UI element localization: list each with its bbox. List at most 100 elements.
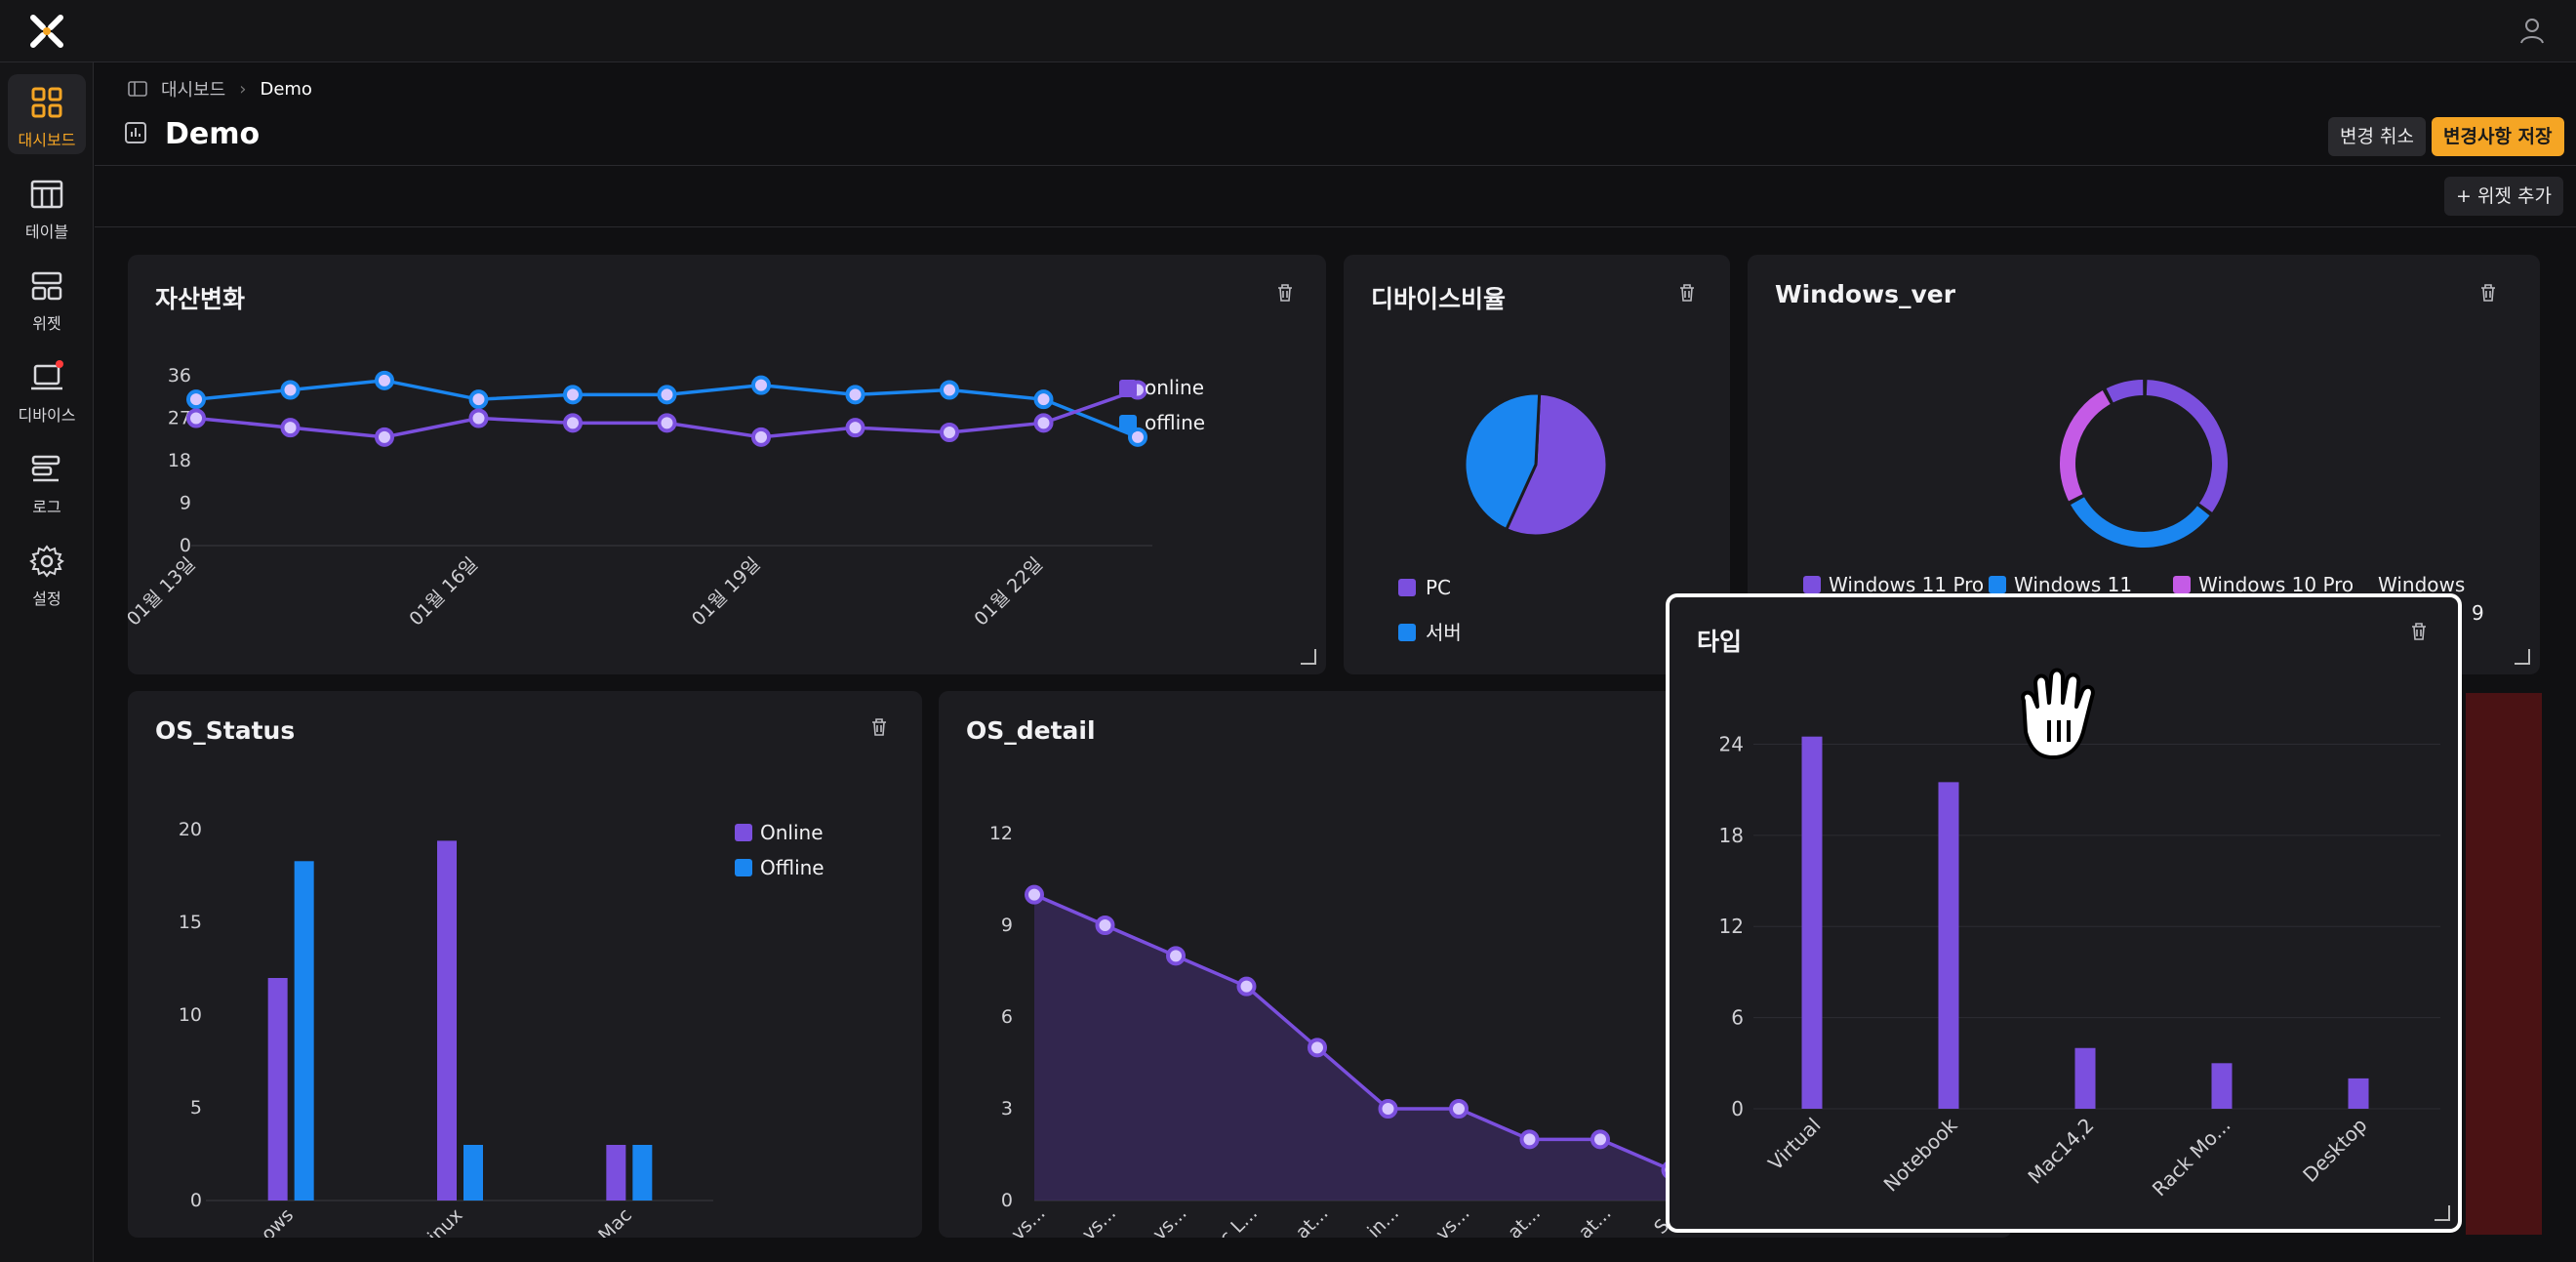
y-tick-label: 6 [1731,1006,1744,1030]
bar [1938,782,1959,1109]
bar [2211,1063,2233,1109]
sidebar-item-settings[interactable]: 설정 [8,533,86,613]
type-bar-chart: 0 6 12 18 24 Virtual Notebook Mac14,2 Rack Mo...… [1719,732,2440,1201]
data-point [657,413,677,433]
legend-swatch [1119,415,1137,432]
breadcrumb-current: Demo [260,78,312,100]
resize-handle[interactable] [1301,649,1316,665]
sidebar-toggle-icon[interactable] [128,80,147,98]
sidebar-item-label: 로그 [32,498,61,516]
y-tick-label: 5 [190,1097,202,1119]
sidebar-item-log[interactable]: 로그 [8,441,86,521]
gear-icon [29,545,64,578]
bar [2074,1047,2096,1109]
x-tick-label: Mac14,2 [2023,1114,2098,1189]
trash-icon[interactable] [1676,282,1698,304]
y-tick-label: 9 [180,493,191,514]
resize-handle[interactable] [2515,649,2530,665]
x-tick-label: at... [1575,1202,1616,1238]
data-point [1033,389,1054,410]
data-point [657,385,677,405]
series-line [1033,893,1672,1172]
sidebar-item-widget[interactable]: 위젯 [8,258,86,338]
trash-icon[interactable] [2477,282,2499,304]
x-tick-label: Notebook [1879,1113,1962,1196]
legend-label: Online [760,821,824,844]
add-widget-button[interactable]: + 위젯 추가 [2444,177,2563,216]
widget-os-status[interactable]: OS_Status 0 5 10 15 20 ows inux Mac Online Offlin… [128,691,922,1238]
app-logo[interactable] [29,14,64,49]
plus-icon: + [2456,185,2472,207]
x-tick-label: vs... [1078,1202,1120,1238]
y-tick-label: 18 [168,450,191,471]
legend-label: Windows 10 Pro [2198,573,2354,596]
legend-swatch [1989,576,2006,593]
sidebar-item-dashboard[interactable]: 대시보드 [8,74,86,154]
x-tick-label: Mac [594,1204,636,1238]
data-point [563,413,583,433]
grab-cursor-icon [2021,668,2095,759]
hidden-widget-panel [2466,693,2542,1235]
breadcrumb: 대시보드 › Demo [128,76,312,102]
chart-icon [125,122,146,143]
data-point [468,408,489,428]
area-fill [1034,894,1671,1201]
legend-label: Windows 11 Pro [1829,573,1984,596]
sidebar-item-label: 위젯 [32,314,61,333]
user-icon[interactable] [2517,16,2547,45]
legend-swatch [735,824,752,841]
x-tick-label: in... [1363,1202,1403,1238]
x-tick-label: Virtual [1763,1114,1825,1175]
widget-asset-change[interactable]: 자산변화 0 9 18 27 36 01월 13일 01월 16일 01월 19일 01월 22… [128,255,1326,674]
widget-type-dragging[interactable]: 타입 0 6 12 18 24 Virtual Notebook Mac14,2 Rack Mo… [1666,593,2462,1233]
data-point [940,380,959,400]
x-tick-label: vs... [1148,1202,1190,1238]
y-tick-label: 0 [190,1190,202,1211]
y-tick-label: 0 [180,535,191,556]
data-point [1128,427,1147,447]
y-tick-label: 20 [179,819,202,840]
donut-segment [2146,380,2228,512]
trash-icon[interactable] [1274,282,1296,304]
widget-icon [31,271,62,301]
data-point [1519,1129,1540,1150]
breadcrumb-item[interactable]: 대시보드 [161,80,226,101]
legend-label-overflow: 9 [2472,601,2484,625]
data-point [940,423,959,442]
data-point [845,418,865,438]
sidebar-item-label: 설정 [32,590,61,608]
legend-swatch [2173,576,2191,593]
sidebar-item-device[interactable]: 디바이스 [8,349,86,429]
data-point [1166,946,1186,966]
y-tick-label: 9 [1001,915,1013,936]
y-tick-label: 3 [1001,1098,1013,1120]
legend-label: Windows 11 [2014,573,2132,596]
widget-title: Windows_ver [1775,280,1956,308]
legend-swatch [1803,576,1821,593]
data-point [186,408,206,428]
trash-icon[interactable] [868,716,890,738]
sidebar-item-table[interactable]: 테이블 [8,166,86,246]
legend-label: PC [1426,576,1451,599]
data-point [280,380,301,400]
cancel-changes-button[interactable]: 변경 취소 [2328,117,2426,156]
bar [463,1145,483,1201]
data-point [751,427,771,447]
y-tick-label: 0 [1731,1097,1744,1120]
save-changes-button[interactable]: 변경사항 저장 [2432,117,2564,156]
x-tick-label: at... [1292,1202,1333,1238]
data-point [375,427,394,447]
x-tick-label: Desktop [2298,1114,2371,1187]
sidebar-item-label: 테이블 [24,223,69,241]
x-tick-label: 01월 22일 [970,553,1047,631]
y-tick-label: 10 [179,1004,202,1026]
y-tick-label: 15 [179,912,202,933]
donut-segment [2060,390,2111,502]
widget-title: 디바이스비율 [1371,285,1507,313]
trash-icon[interactable] [2408,621,2430,642]
resize-handle[interactable] [2435,1205,2450,1221]
donut-segment [2071,497,2210,548]
y-tick-label: 12 [1719,915,1744,938]
bar [2348,1078,2369,1109]
data-point [186,389,206,410]
